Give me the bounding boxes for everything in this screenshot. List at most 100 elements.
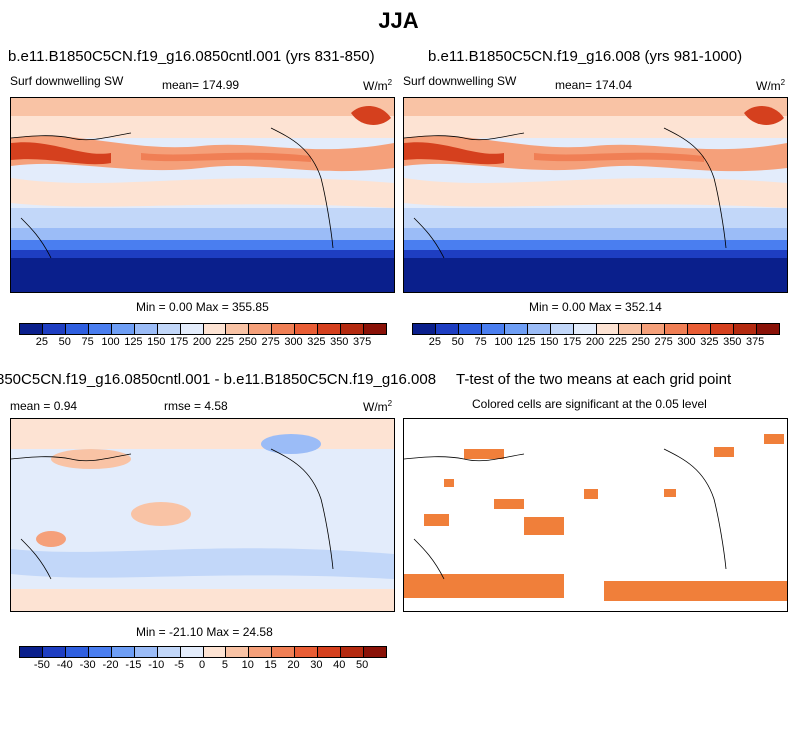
colorbar-swatch [42, 324, 66, 334]
colorbar-tick: 150 [540, 336, 559, 348]
mean-label-top-right: mean= 174.04 [555, 78, 633, 92]
colorbar-tick: -50 [33, 659, 50, 671]
colorbar-swatch [573, 324, 597, 334]
colorbar-tick: 300 [677, 336, 696, 348]
colorbar-tick: 125 [517, 336, 536, 348]
colorbar-tick: 175 [562, 336, 582, 348]
colorbar-swatch [42, 647, 66, 657]
colorbar-tick: -10 [148, 659, 165, 671]
rmse-label-bottom-left: rmse = 4.58 [164, 399, 228, 413]
colorbar-tick: 350 [723, 336, 742, 348]
difference-field-map [11, 419, 394, 611]
colorbar-tick: 100 [101, 336, 120, 348]
colorbar-swatch [111, 647, 135, 657]
colorbar-swatch [318, 324, 342, 334]
colorbar-swatch [596, 324, 620, 334]
colorbar-tick: 75 [81, 336, 94, 348]
units-label-bottom-left: W/m2 [363, 399, 393, 414]
colorbar-swatch [180, 647, 204, 657]
colorbar-tick: 125 [124, 336, 143, 348]
colorbar-swatch [458, 324, 482, 334]
mean-label-bottom-left: mean = 0.94 [10, 399, 78, 413]
colorbar-swatch [435, 324, 459, 334]
colorbar-tick: -5 [174, 659, 185, 671]
colorbar-tick: 30 [310, 659, 323, 671]
colorbar-swatch [111, 324, 135, 334]
colorbar-swatch [688, 324, 712, 334]
ttest-significance-map [404, 419, 787, 611]
colorbar-swatch [665, 324, 689, 334]
colorbar-swatch [226, 324, 250, 334]
colorbar-tick: 75 [474, 336, 487, 348]
sw-field-map-control [11, 98, 394, 292]
colorbar-tick: 100 [494, 336, 513, 348]
colorbar-swatch [295, 647, 319, 657]
colorbar-swatch [88, 647, 112, 657]
colorbar-tick: 50 [356, 659, 369, 671]
colorbar-swatch [642, 324, 666, 334]
colorbar-swatch [88, 324, 112, 334]
colorbar-swatch [295, 324, 319, 334]
colorbar-tick: 200 [192, 336, 212, 348]
colorbar-tick: -20 [102, 659, 119, 671]
colorbar-swatch [203, 647, 227, 657]
colorbar-swatch [757, 324, 779, 334]
colorbar-tick: 150 [147, 336, 166, 348]
colorbar-tick: 200 [585, 336, 605, 348]
map-bottom-right [403, 418, 788, 612]
colorbar-tick: -40 [56, 659, 73, 671]
colorbar-tick: -30 [79, 659, 96, 671]
colorbar-tick: 25 [35, 336, 48, 348]
colorbar-tick: 275 [654, 336, 673, 348]
sw-field-map-experiment [404, 98, 787, 292]
colorbar-swatch [734, 324, 758, 334]
colorbar-tick: 10 [241, 659, 254, 671]
colorbar-swatch [318, 647, 342, 657]
colorbar-tick: 50 [58, 336, 71, 348]
colorbar-swatch [134, 324, 158, 334]
map-bottom-left [10, 418, 395, 612]
colorbar-tick: 275 [261, 336, 280, 348]
colorbar-swatch [504, 324, 528, 334]
minmax-top-right: Min = 0.00 Max = 352.14 [529, 300, 662, 314]
colorbar-swatch [20, 324, 43, 334]
colorbar-tick: -15 [125, 659, 142, 671]
colorbar-tick: 325 [307, 336, 326, 348]
colorbar-tick: 20 [287, 659, 300, 671]
colorbar-tick: 250 [631, 336, 650, 348]
colorbar-tick: 225 [215, 336, 235, 348]
colorbar-swatch [20, 647, 43, 657]
colorbar-swatch [341, 647, 365, 657]
colorbar-swatch [203, 324, 227, 334]
colorbar-tick: 5 [221, 659, 228, 671]
colorbar-swatch [711, 324, 735, 334]
colorbar-bottom-left [19, 646, 387, 658]
colorbar-tick: 25 [428, 336, 441, 348]
colorbar-top-right [412, 323, 780, 335]
minmax-bottom-left: Min = -21.10 Max = 24.58 [136, 625, 273, 639]
figure-title: JJA [378, 8, 419, 33]
colorbar-swatch [249, 647, 273, 657]
colorbar-swatch [364, 324, 386, 334]
map-top-left [10, 97, 395, 293]
colorbar-tick: 225 [608, 336, 628, 348]
map-top-right [403, 97, 788, 293]
colorbar-swatch [413, 324, 436, 334]
significance-note: Colored cells are significant at the 0.0… [472, 397, 707, 411]
colorbar-tick: 250 [238, 336, 257, 348]
colorbar-swatch [272, 324, 296, 334]
colorbar-swatch [180, 324, 204, 334]
colorbar-swatch [65, 647, 89, 657]
minmax-top-left: Min = 0.00 Max = 355.85 [136, 300, 269, 314]
colorbar-swatch [157, 324, 181, 334]
colorbar-tick: 50 [451, 336, 464, 348]
colorbar-swatch [272, 647, 296, 657]
colorbar-ticks-top-left: 25 50 75 100 125 150 175 200 225 250 275… [19, 336, 385, 350]
colorbar-swatch [341, 324, 365, 334]
colorbar-swatch [619, 324, 643, 334]
colorbar-ticks-top-right: 25 50 75 100 125 150 175 200 225 250 275… [412, 336, 778, 350]
colorbar-tick: 375 [745, 336, 765, 348]
panel-title-top-right: b.e11.B1850C5CN.f19_g16.008 (yrs 981-100… [428, 48, 743, 65]
colorbar-swatch [226, 647, 250, 657]
units-label-top-right: W/m2 [756, 78, 786, 93]
